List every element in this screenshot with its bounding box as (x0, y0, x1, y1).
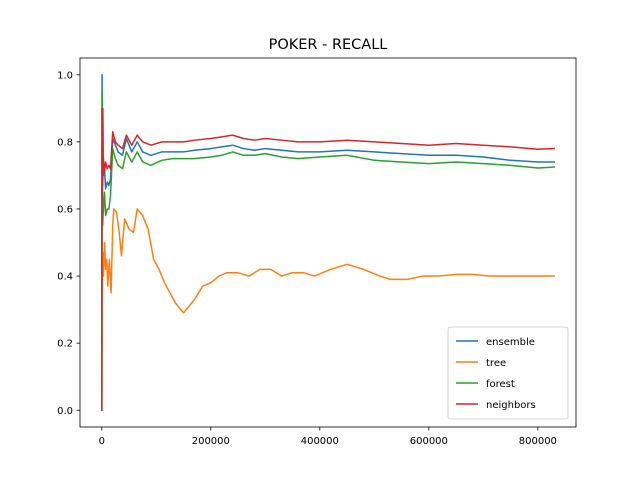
x-tick-label: 800000 (519, 436, 557, 447)
x-tick-label: 600000 (410, 436, 448, 447)
axes-group: 0 200000 400000 600000 800000 0.0 0.2 0.4 0.6 0.8… (57, 57, 577, 447)
axes-frame (79, 57, 577, 428)
y-tick-label: 0.4 (57, 272, 73, 283)
legend-label-ensemble: ensemble (486, 337, 535, 348)
y-tick-label: 0.2 (57, 339, 73, 350)
chart-title: POKER - RECALL (269, 37, 388, 53)
plot-content (101, 74, 555, 411)
series-line-forest (101, 90, 555, 411)
legend-box (447, 326, 569, 420)
x-tick-label: 400000 (301, 436, 339, 447)
series-line-tree (101, 208, 555, 411)
y-tick-label: 0.6 (57, 205, 73, 216)
series-lines (101, 74, 555, 411)
legend-label-forest: forest (486, 379, 515, 390)
legend: ensemble tree forest neighbors (447, 326, 569, 420)
y-tick-label: 0.8 (57, 137, 73, 148)
y-tick-label: 1.0 (57, 70, 73, 81)
legend-label-neighbors: neighbors (486, 400, 536, 411)
y-tick-label: 0.0 (57, 406, 73, 417)
x-tick-label: 0 (99, 436, 105, 447)
series-line-ensemble (101, 74, 555, 411)
series-line-neighbors (101, 107, 555, 411)
legend-label-tree: tree (486, 358, 506, 369)
x-tick-label: 200000 (192, 436, 230, 447)
